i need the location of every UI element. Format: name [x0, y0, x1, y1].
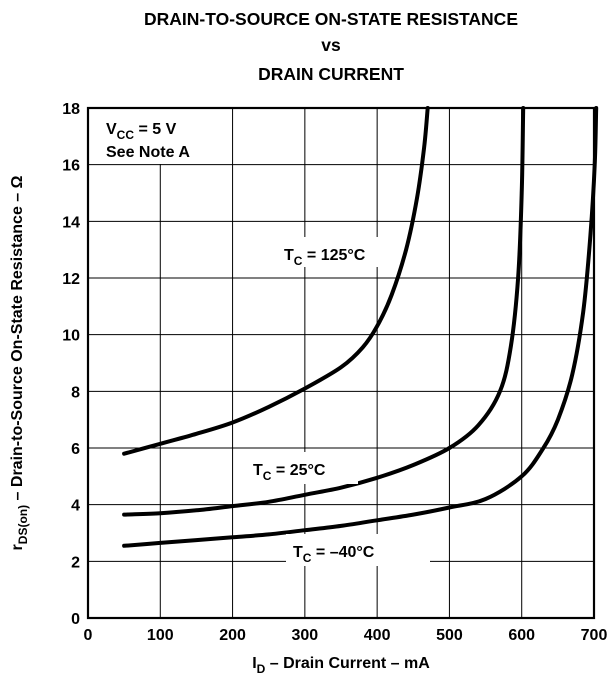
y-tick-label: 2	[71, 554, 80, 571]
x-tick-label: 200	[219, 627, 246, 644]
conditions-note: See Note A	[106, 144, 190, 161]
x-tick-labels: 0 100 200 300 400 500 600 700	[84, 627, 608, 644]
x-tick-label: 500	[436, 627, 463, 644]
series-lines	[122, 106, 599, 548]
y-tick-label: 8	[71, 384, 80, 401]
series-line-125c	[122, 106, 430, 456]
chart-title-line-3: DRAIN CURRENT	[258, 64, 404, 84]
conditions-vcc: VCC = 5 V	[106, 121, 177, 142]
chart-title-line-2: vs	[321, 35, 341, 55]
series-line-25c	[122, 106, 526, 517]
x-tick-label: 700	[581, 627, 608, 644]
y-tick-label: 14	[62, 214, 80, 231]
y-tick-label: 18	[62, 101, 80, 118]
x-tick-label: 0	[84, 627, 93, 644]
y-axis-label: rDS(on) – Drain-to-Source On-State Resis…	[9, 175, 30, 550]
series-line-m40c	[122, 106, 599, 548]
series-label-background-m40c	[286, 534, 430, 566]
y-tick-label: 12	[62, 271, 80, 288]
y-tick-label: 10	[62, 328, 80, 345]
series-label-m40c: TC = –40°C	[293, 544, 375, 565]
y-tick-labels: 0 2 4 6 8 10 12 14 16 18	[62, 101, 80, 628]
x-axis-label: ID – Drain Current – mA	[252, 655, 430, 676]
y-tick-label: 16	[62, 158, 80, 175]
series-label-background-25c	[246, 452, 358, 484]
series-label-25c: TC = 25°C	[253, 462, 326, 483]
x-tick-label: 600	[508, 627, 535, 644]
y-tick-label: 6	[71, 441, 80, 458]
series-label-background-125c	[276, 237, 396, 267]
x-tick-label: 400	[364, 627, 391, 644]
y-tick-label: 4	[71, 498, 80, 515]
x-tick-label: 300	[292, 627, 319, 644]
conditions-label-background	[96, 108, 226, 164]
plot-frame	[86, 106, 596, 620]
chart-title-line-1: DRAIN-TO-SOURCE ON-STATE RESISTANCE	[144, 9, 518, 29]
y-tick-label: 0	[71, 611, 80, 628]
x-tick-label: 100	[147, 627, 174, 644]
series-label-125c: TC = 125°C	[284, 247, 366, 268]
